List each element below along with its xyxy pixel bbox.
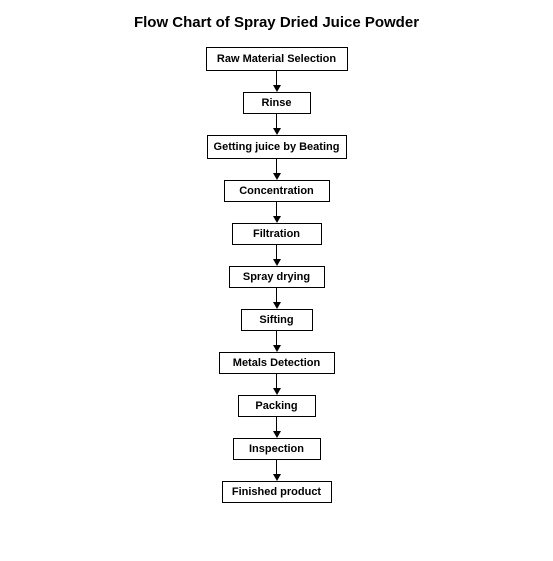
- flow-node: Packing: [238, 395, 316, 417]
- arrow-line: [276, 202, 277, 216]
- flow-arrow: [273, 288, 281, 309]
- arrow-head-icon: [273, 388, 281, 395]
- arrow-line: [276, 374, 277, 388]
- flow-arrow: [273, 374, 281, 395]
- arrow-head-icon: [273, 216, 281, 223]
- flow-arrow: [273, 460, 281, 481]
- flow-node: Inspection: [233, 438, 321, 460]
- arrow-head-icon: [273, 85, 281, 92]
- flowchart-container: Raw Material Selection Rinse Getting juice…: [0, 47, 553, 503]
- arrow-line: [276, 71, 277, 85]
- flow-node: Rinse: [243, 92, 311, 114]
- flow-node-label: Inspection: [249, 443, 304, 455]
- flow-node-label: Sifting: [259, 314, 293, 326]
- flow-arrow: [273, 114, 281, 135]
- arrow-line: [276, 331, 277, 345]
- arrow-line: [276, 460, 277, 474]
- flow-node-label: Finished product: [232, 486, 321, 498]
- flow-node-label: Raw Material Selection: [217, 53, 336, 65]
- arrow-line: [276, 288, 277, 302]
- arrow-head-icon: [273, 173, 281, 180]
- arrow-head-icon: [273, 128, 281, 135]
- arrow-head-icon: [273, 345, 281, 352]
- flow-node: Filtration: [232, 223, 322, 245]
- flow-arrow: [273, 202, 281, 223]
- flow-node: Raw Material Selection: [206, 47, 348, 71]
- arrow-head-icon: [273, 302, 281, 309]
- chart-title: Flow Chart of Spray Dried Juice Powder: [0, 14, 553, 31]
- arrow-head-icon: [273, 259, 281, 266]
- flow-node-label: Concentration: [239, 185, 314, 197]
- flow-node-label: Metals Detection: [233, 357, 320, 369]
- flow-node: Spray drying: [229, 266, 325, 288]
- arrow-head-icon: [273, 474, 281, 481]
- flow-node: Sifting: [241, 309, 313, 331]
- flow-arrow: [273, 417, 281, 438]
- flow-node: Concentration: [224, 180, 330, 202]
- flow-node-label: Getting juice by Beating: [214, 141, 340, 153]
- flow-node: Finished product: [222, 481, 332, 503]
- flow-node: Metals Detection: [219, 352, 335, 374]
- flow-arrow: [273, 331, 281, 352]
- arrow-line: [276, 245, 277, 259]
- flow-arrow: [273, 159, 281, 180]
- flow-node: Getting juice by Beating: [207, 135, 347, 159]
- arrow-head-icon: [273, 431, 281, 438]
- flow-node-label: Rinse: [262, 97, 292, 109]
- flow-arrow: [273, 245, 281, 266]
- arrow-line: [276, 417, 277, 431]
- arrow-line: [276, 114, 277, 128]
- flow-arrow: [273, 71, 281, 92]
- flow-node-label: Packing: [255, 400, 297, 412]
- flow-node-label: Spray drying: [243, 271, 310, 283]
- flow-node-label: Filtration: [253, 228, 300, 240]
- arrow-line: [276, 159, 277, 173]
